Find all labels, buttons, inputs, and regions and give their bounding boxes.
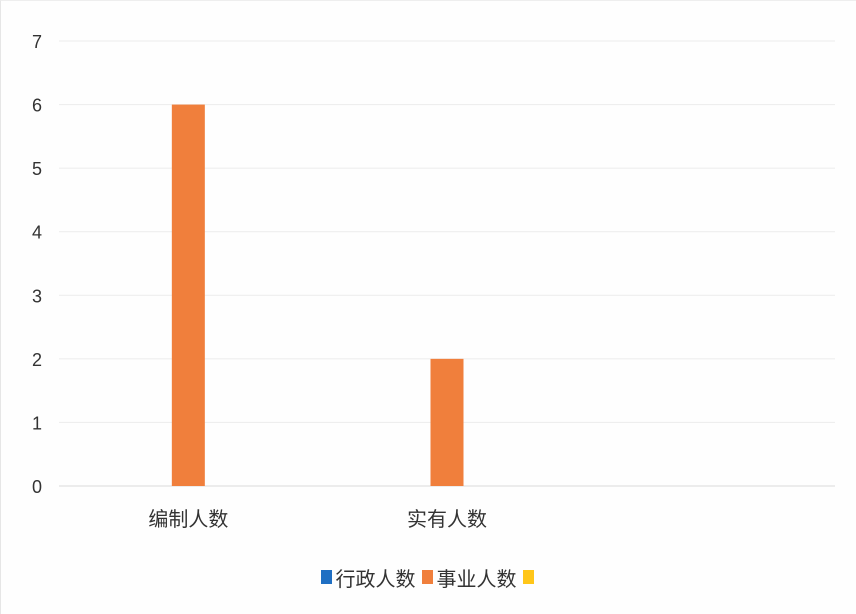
bar [430,358,464,486]
x-axis-ticks: 编制人数 实有人数 [148,507,487,531]
legend-swatch [421,570,433,584]
legend-swatch [522,570,534,584]
bar [171,104,205,487]
legend-item: 事业人数 [421,563,517,592]
legend-item [522,570,538,584]
y-tick-label: 6 [32,96,42,116]
legend-swatch [320,570,332,584]
y-tick-label: 0 [32,477,42,497]
y-tick-label: 7 [32,32,42,52]
bars [171,104,464,487]
legend-label: 行政人数 [335,566,416,591]
x-tick-label: 编制人数 [148,507,228,531]
y-tick-label: 4 [32,223,42,243]
y-tick-label: 2 [32,350,42,370]
x-tick-label: 实有人数 [407,507,487,531]
y-axis-ticks: 0 1 2 3 4 5 6 7 [32,32,42,497]
legend-label: 事业人数 [436,566,517,591]
y-tick-label: 3 [32,286,42,306]
y-tick-label: 5 [32,159,42,179]
bar-chart: 0 1 2 3 4 5 6 7 编制人数 实有人数 [32,32,835,531]
y-tick-label: 1 [32,413,42,433]
legend: 行政人数 事业人数 [1,563,856,591]
legend-item: 行政人数 [320,563,416,592]
